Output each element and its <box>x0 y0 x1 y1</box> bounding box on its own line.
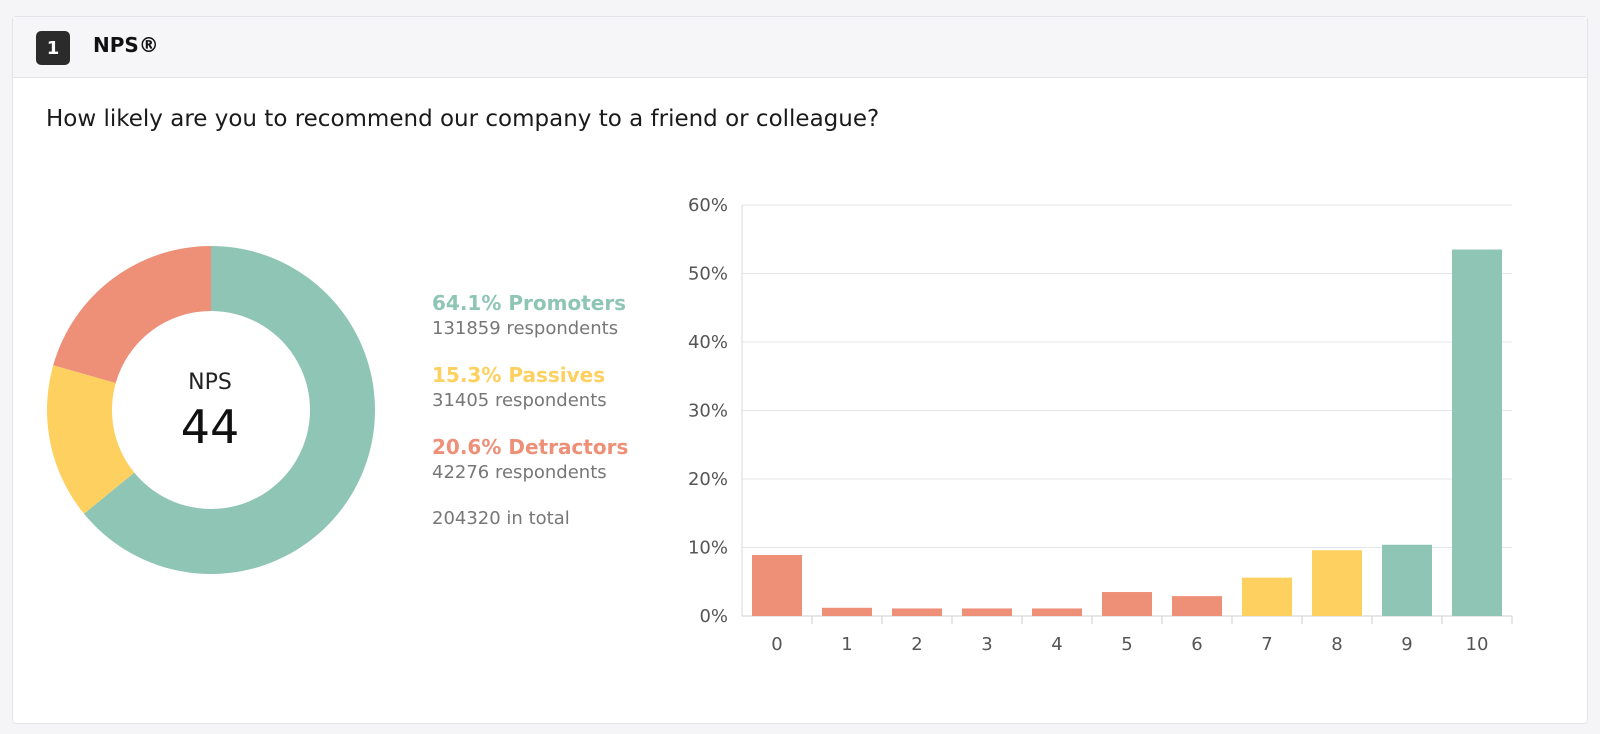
y-tick-label: 10% <box>688 538 728 559</box>
nps-donut-chart <box>47 246 375 574</box>
legend-detractors: 20.6% Detractors 42276 respondents <box>432 434 652 506</box>
legend-detractors-head: 20.6% Detractors <box>432 435 629 459</box>
bar-score-3 <box>962 608 1012 616</box>
donut-slice-passives <box>47 365 135 514</box>
question-text: How likely are you to recommend our comp… <box>46 106 880 132</box>
legend-total: 204320 in total <box>432 508 570 529</box>
y-tick-label: 20% <box>688 469 728 490</box>
nps-score: 44 <box>180 400 240 454</box>
nps-label: NPS <box>188 370 232 395</box>
x-tick-label: 1 <box>841 634 852 655</box>
x-tick-label: 0 <box>771 634 782 655</box>
x-tick-label: 8 <box>1331 634 1342 655</box>
y-tick-label: 40% <box>688 332 728 353</box>
x-tick-label: 3 <box>981 634 992 655</box>
score-distribution-bar-chart: 0% 10% 20% 30% 40% 50% 60% 0 1 2 3 4 5 6 7 8 9 10 <box>688 195 1513 655</box>
question-number-badge: 1 <box>36 31 70 65</box>
y-tick-label: 30% <box>688 401 728 422</box>
legend-promoters-head: 64.1% Promoters <box>432 291 627 315</box>
bar-score-1 <box>822 607 872 616</box>
bar-score-10 <box>1452 249 1502 616</box>
bar-score-0 <box>752 555 802 616</box>
nps-legend: 64.1% Promoters 131859 respondents 15.3%… <box>432 290 652 529</box>
question-title: NPS® <box>93 33 159 57</box>
x-tick-label: 10 <box>1466 634 1489 655</box>
legend-passives-respondents: 31405 respondents <box>432 390 607 411</box>
donut-slice-promoters <box>83 246 375 574</box>
legend-passives-head: 15.3% Passives <box>432 363 606 387</box>
bar-score-8 <box>1312 550 1362 616</box>
y-tick-label: 50% <box>688 264 728 285</box>
y-tick-label: 60% <box>688 195 728 216</box>
x-tick-label: 6 <box>1191 634 1202 655</box>
bar-score-6 <box>1172 596 1222 616</box>
x-tick-label: 9 <box>1401 634 1412 655</box>
legend-detractors-respondents: 42276 respondents <box>432 462 607 483</box>
legend-promoters: 64.1% Promoters 131859 respondents <box>432 290 652 362</box>
x-tick-label: 5 <box>1121 634 1132 655</box>
bar-score-9 <box>1382 544 1432 616</box>
bar-score-2 <box>892 608 942 616</box>
legend-passives: 15.3% Passives 31405 respondents <box>432 362 652 434</box>
bar-score-4 <box>1032 608 1082 616</box>
x-tick-label: 7 <box>1261 634 1272 655</box>
x-tick-label: 4 <box>1051 634 1062 655</box>
y-tick-label: 0% <box>699 606 728 627</box>
x-tick-label: 2 <box>911 634 922 655</box>
legend-promoters-respondents: 131859 respondents <box>432 318 619 339</box>
donut-slice-detractors <box>53 246 211 383</box>
bar-score-7 <box>1242 577 1292 616</box>
bar-score-5 <box>1102 592 1152 616</box>
card-header: 1 NPS® <box>13 17 1587 78</box>
